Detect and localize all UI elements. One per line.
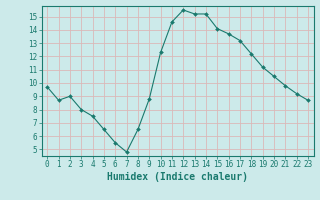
X-axis label: Humidex (Indice chaleur): Humidex (Indice chaleur) bbox=[107, 172, 248, 182]
